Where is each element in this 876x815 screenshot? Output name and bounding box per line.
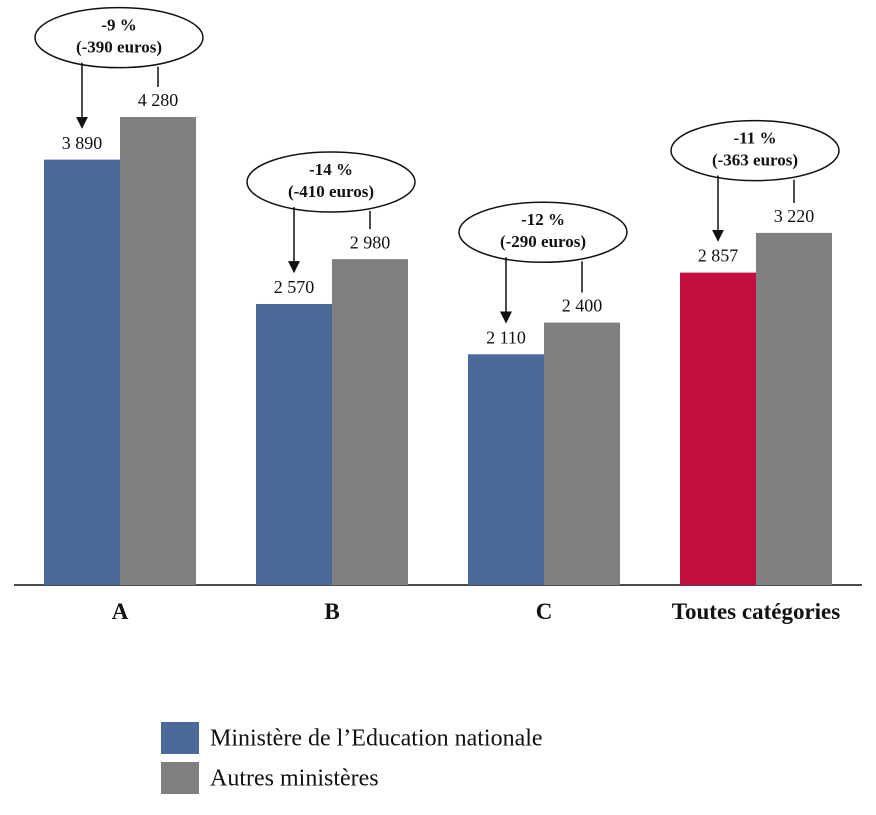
annotation-bubble — [34, 6, 204, 69]
value-label: 2 980 — [350, 232, 391, 252]
annotation-text: (-410 euros) — [288, 182, 374, 201]
bar — [680, 272, 756, 585]
legend-label: Ministère de l’Education nationale — [210, 726, 543, 752]
annotation-text: -14 % — [309, 160, 353, 179]
bar — [256, 303, 332, 585]
annotation-text: -9 % — [101, 16, 136, 35]
value-label: 2 570 — [274, 277, 315, 297]
legend-label: Autres ministères — [210, 766, 379, 792]
bar — [332, 259, 408, 585]
legend-swatch — [161, 722, 199, 754]
value-label: 2 110 — [486, 327, 526, 347]
value-label: 2 857 — [698, 246, 739, 266]
annotation-bubble — [246, 151, 416, 213]
legend-swatch — [161, 762, 199, 794]
annotation-bubble — [458, 201, 628, 264]
bar — [756, 232, 832, 585]
x-tick-label: C — [535, 599, 553, 624]
annotation-text: -11 % — [734, 129, 777, 148]
bar — [544, 322, 620, 585]
x-tick-label: A — [111, 599, 129, 624]
value-label: 2 400 — [562, 296, 603, 316]
bar — [120, 117, 196, 585]
value-label: 3 890 — [62, 133, 103, 153]
annotation-text: (-363 euros) — [712, 151, 798, 170]
value-label: 3 220 — [774, 206, 815, 226]
bar — [468, 354, 544, 585]
annotation-text: (-290 euros) — [500, 232, 586, 251]
annotation-bubble — [670, 119, 840, 182]
annotation-text: -12 % — [521, 210, 565, 229]
x-tick-label: B — [324, 599, 340, 624]
bar — [44, 159, 120, 585]
annotation-text: (-390 euros) — [76, 38, 162, 57]
x-tick-label: Toutes catégories — [671, 599, 841, 624]
value-label: 4 280 — [138, 90, 179, 110]
